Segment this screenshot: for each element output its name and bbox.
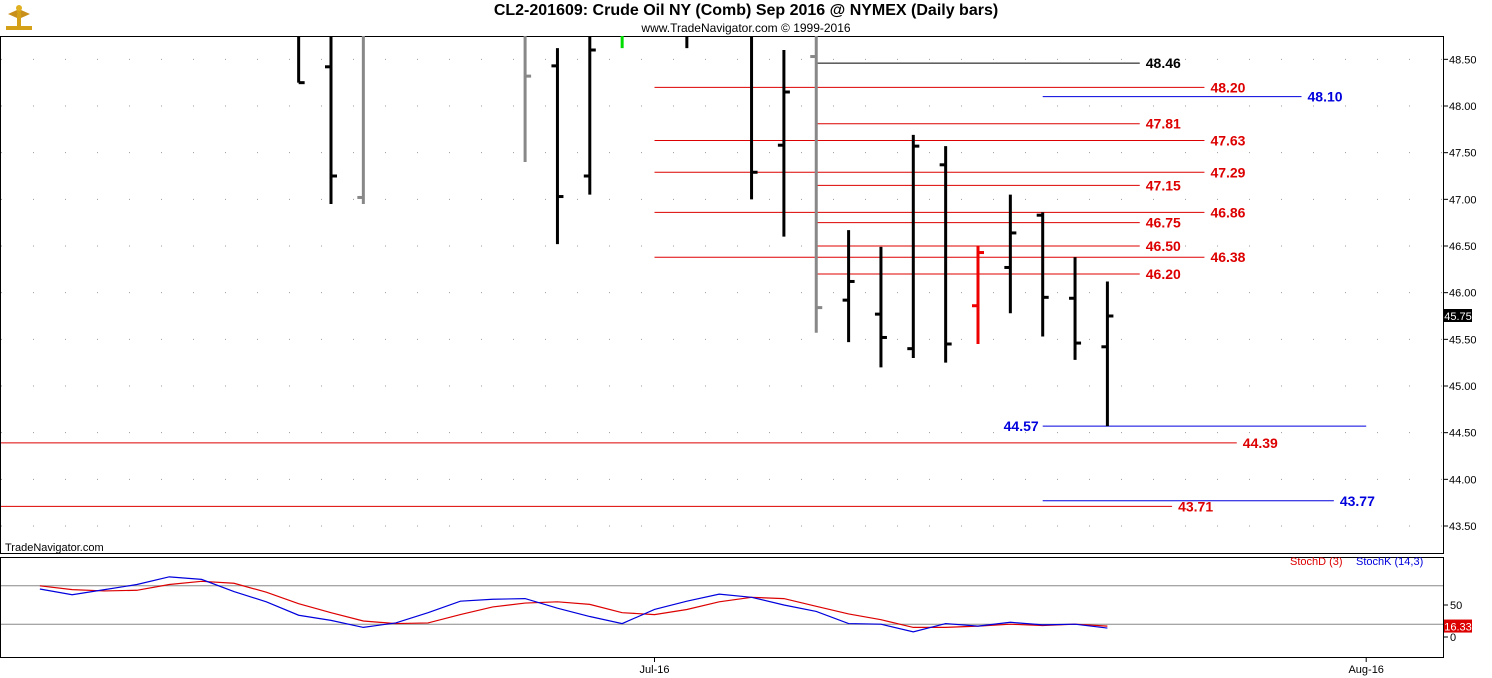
y-tick-label: 43.50 bbox=[1449, 521, 1477, 533]
level-label: 48.46 bbox=[1146, 55, 1181, 71]
level-label: 46.86 bbox=[1210, 204, 1245, 220]
stoch-tick-label: 50 bbox=[1450, 600, 1462, 612]
ohlc-bar bbox=[583, 36, 596, 195]
level-label: 46.75 bbox=[1146, 215, 1181, 231]
ohlc-bar bbox=[1101, 281, 1114, 427]
series-line bbox=[39, 576, 1108, 633]
price-panel-frame bbox=[0, 36, 1444, 554]
level-label: 43.71 bbox=[1178, 498, 1213, 514]
stoch-panel-frame bbox=[0, 557, 1444, 658]
y-tick-label: 45.50 bbox=[1449, 334, 1477, 346]
last-stoch-label: 16.33 bbox=[1444, 622, 1472, 634]
ohlc-bar bbox=[777, 50, 790, 237]
level-label: 47.15 bbox=[1146, 177, 1181, 193]
chart-title: CL2-201609: Crude Oil NY (Comb) Sep 2016… bbox=[493, 2, 999, 19]
level-label: 47.81 bbox=[1146, 116, 1181, 132]
x-axis: Jul-16 Aug-16 bbox=[640, 657, 1384, 676]
ohlc-bar bbox=[325, 36, 337, 204]
level-label: 48.10 bbox=[1308, 89, 1343, 105]
chart-subtitle: www.TradeNavigator.com © 1999-2016 bbox=[641, 21, 851, 35]
y-tick-label: 44.50 bbox=[1449, 428, 1477, 440]
ohlc-bar bbox=[1069, 257, 1082, 360]
level-label: 47.63 bbox=[1210, 133, 1245, 149]
title-bar: CL2-201609: Crude Oil NY (Comb) Sep 2016… bbox=[0, 0, 1492, 36]
level-label: 46.20 bbox=[1146, 266, 1181, 282]
ohlc-bar bbox=[874, 246, 887, 368]
ohlc-bar bbox=[357, 36, 365, 204]
stoch-axis: 50 0 bbox=[1444, 600, 1462, 644]
watermark: TradeNavigator.com bbox=[5, 542, 104, 554]
level-label: 47.29 bbox=[1210, 164, 1245, 180]
level-label: 44.57 bbox=[1004, 418, 1039, 434]
y-tick-label: 47.00 bbox=[1449, 194, 1477, 206]
ohlc-bar bbox=[551, 48, 564, 245]
stoch-lines bbox=[39, 576, 1108, 633]
price-bars bbox=[297, 36, 1114, 427]
ohlc-bar bbox=[972, 246, 984, 344]
ohlc-bar bbox=[297, 36, 305, 85]
price-axis: 48.50 48.00 47.50 47.00 46.50 46.00 45.50 45.00… bbox=[1444, 54, 1477, 533]
level-label: 43.77 bbox=[1340, 493, 1375, 509]
y-tick-label: 48.50 bbox=[1449, 54, 1477, 66]
x-tick-label: Jul-16 bbox=[640, 664, 670, 676]
ohlc-bar bbox=[1004, 194, 1017, 314]
level-label: 46.38 bbox=[1210, 249, 1245, 265]
x-tick-label: Aug-16 bbox=[1348, 664, 1383, 676]
y-tick-label: 44.00 bbox=[1449, 474, 1477, 486]
y-tick-label: 47.50 bbox=[1449, 148, 1477, 160]
trade-navigator-logo-icon bbox=[6, 5, 32, 30]
stoch-tick-label: 0 bbox=[1450, 632, 1456, 644]
last-stoch-tag: 16.33 bbox=[1444, 619, 1472, 634]
level-label: 44.39 bbox=[1243, 435, 1278, 451]
ohlc-bar bbox=[907, 134, 920, 358]
level-label: 48.20 bbox=[1210, 79, 1245, 95]
ohlc-bar bbox=[750, 36, 758, 200]
ohlc-bar bbox=[842, 230, 855, 343]
price-panel: 48.46 48.20 48.10 47.81 47.63 47.29 47.15 46.86… bbox=[0, 36, 1477, 554]
ohlc-bar bbox=[810, 36, 823, 333]
level-label: 46.50 bbox=[1146, 238, 1181, 254]
y-tick-label: 45.00 bbox=[1449, 381, 1477, 393]
last-price-tag: 45.75 bbox=[1444, 309, 1472, 323]
ohlc-bar bbox=[1036, 212, 1049, 337]
y-tick-label: 48.00 bbox=[1449, 101, 1477, 113]
y-tick-label: 46.50 bbox=[1449, 241, 1477, 253]
ohlc-bar bbox=[523, 36, 532, 162]
y-tick-label: 46.00 bbox=[1449, 288, 1477, 300]
stoch-panel: 50 0 StochD (3) StochK (14,3) 16.33 bbox=[0, 556, 1472, 658]
last-price-label: 45.75 bbox=[1444, 311, 1472, 323]
legend-stochd: StochD (3) bbox=[1290, 556, 1343, 568]
ohlc-bar bbox=[939, 146, 952, 363]
price-levels: 48.46 48.20 48.10 47.81 47.63 47.29 47.15 46.86… bbox=[1, 55, 1375, 514]
legend-stochk: StochK (14,3) bbox=[1356, 556, 1423, 568]
